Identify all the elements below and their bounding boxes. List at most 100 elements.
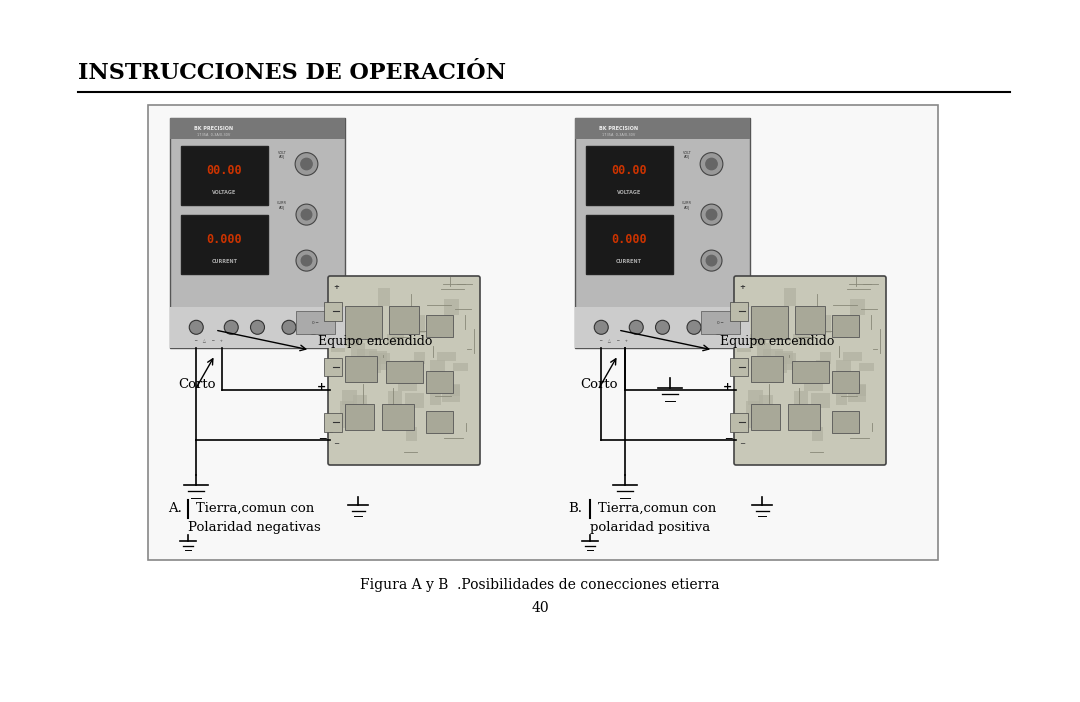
- Text: +: +: [316, 382, 326, 392]
- Text: CURRENT: CURRENT: [617, 259, 643, 264]
- Text: 1735A  0-3A/0-30V: 1735A 0-3A/0-30V: [198, 133, 230, 138]
- Text: ─: ─: [320, 433, 326, 443]
- Text: BK PRECISION: BK PRECISION: [194, 126, 233, 131]
- Bar: [793, 333, 810, 345]
- Circle shape: [701, 250, 723, 271]
- FancyBboxPatch shape: [328, 276, 480, 465]
- Bar: [427, 411, 453, 433]
- Bar: [409, 360, 423, 368]
- Bar: [833, 315, 859, 337]
- Bar: [842, 352, 862, 361]
- Bar: [388, 391, 402, 409]
- Bar: [444, 299, 459, 314]
- Bar: [751, 306, 787, 339]
- Bar: [405, 315, 424, 333]
- Text: A.: A.: [168, 501, 181, 515]
- Bar: [347, 332, 360, 343]
- Bar: [774, 351, 793, 364]
- Bar: [389, 306, 419, 333]
- Bar: [450, 385, 460, 396]
- Bar: [296, 311, 335, 334]
- Circle shape: [307, 320, 321, 334]
- Text: VOLT
ADJ: VOLT ADJ: [278, 150, 286, 159]
- Bar: [757, 343, 771, 359]
- Bar: [330, 344, 346, 352]
- Circle shape: [712, 320, 726, 334]
- Bar: [833, 371, 859, 392]
- Bar: [180, 215, 268, 274]
- Text: CURR
ADJ: CURR ADJ: [681, 201, 692, 210]
- Text: +: +: [739, 284, 745, 290]
- Bar: [787, 404, 821, 430]
- Bar: [427, 371, 453, 392]
- Text: 0.000: 0.000: [611, 233, 647, 246]
- Circle shape: [296, 204, 318, 225]
- Bar: [339, 401, 353, 416]
- Bar: [180, 145, 268, 206]
- Bar: [850, 299, 865, 314]
- Bar: [848, 384, 866, 402]
- Bar: [811, 392, 831, 409]
- Bar: [345, 356, 377, 382]
- Text: Tierra,comun con: Tierra,comun con: [195, 501, 314, 515]
- Text: Tierra,comun con: Tierra,comun con: [598, 501, 716, 515]
- Bar: [324, 357, 342, 376]
- Bar: [406, 428, 417, 441]
- Text: CURRENT: CURRENT: [212, 259, 238, 264]
- Text: 0 ─: 0 ─: [312, 321, 319, 325]
- Circle shape: [189, 320, 203, 334]
- Text: 40: 40: [531, 601, 549, 615]
- Bar: [324, 413, 342, 432]
- Circle shape: [687, 320, 701, 334]
- Circle shape: [301, 159, 312, 170]
- Bar: [805, 373, 823, 392]
- Text: VOLTAGE: VOLTAGE: [212, 190, 237, 194]
- Bar: [762, 349, 783, 357]
- Bar: [759, 395, 772, 406]
- Bar: [345, 306, 382, 339]
- Circle shape: [706, 159, 717, 170]
- Text: ─     △     ─    +: ─ △ ─ +: [194, 339, 224, 343]
- Bar: [751, 356, 783, 382]
- Bar: [442, 384, 460, 402]
- Bar: [387, 333, 404, 345]
- Bar: [356, 349, 377, 357]
- Bar: [585, 215, 673, 274]
- Circle shape: [301, 256, 312, 266]
- Bar: [811, 315, 831, 333]
- Circle shape: [594, 320, 608, 334]
- Bar: [793, 362, 829, 383]
- Bar: [811, 428, 823, 441]
- Circle shape: [296, 250, 318, 271]
- Bar: [859, 363, 874, 371]
- Bar: [436, 352, 456, 361]
- Bar: [427, 327, 443, 338]
- Circle shape: [630, 320, 644, 334]
- Text: ─: ─: [740, 442, 744, 447]
- Text: 1735A  0-3A/0-30V: 1735A 0-3A/0-30V: [603, 133, 635, 138]
- Bar: [737, 344, 752, 352]
- Bar: [575, 118, 750, 139]
- Bar: [339, 334, 357, 346]
- Bar: [730, 413, 747, 432]
- Bar: [836, 360, 851, 376]
- Bar: [387, 362, 423, 383]
- Bar: [430, 391, 441, 406]
- Bar: [745, 401, 759, 416]
- Text: Polaridad negativas: Polaridad negativas: [188, 520, 321, 534]
- Bar: [575, 307, 750, 348]
- Bar: [585, 145, 673, 206]
- Bar: [369, 351, 387, 364]
- Bar: [335, 416, 348, 428]
- Bar: [382, 404, 415, 430]
- Circle shape: [282, 320, 296, 334]
- Bar: [770, 357, 786, 373]
- Circle shape: [251, 320, 265, 334]
- Text: VOLTAGE: VOLTAGE: [617, 190, 642, 194]
- Bar: [856, 385, 866, 396]
- Text: 0.000: 0.000: [206, 233, 242, 246]
- Text: CURR
ADJ: CURR ADJ: [276, 201, 287, 210]
- Text: 00.00: 00.00: [206, 164, 242, 177]
- Bar: [751, 404, 781, 430]
- Circle shape: [656, 320, 670, 334]
